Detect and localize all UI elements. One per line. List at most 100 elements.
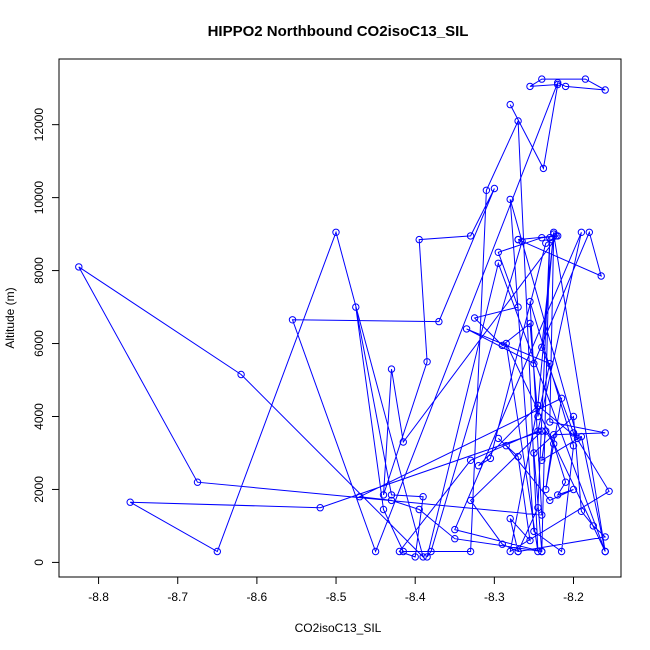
data-point <box>601 533 609 541</box>
data-point <box>552 232 560 240</box>
data-point <box>415 235 423 244</box>
data-point <box>534 547 542 556</box>
data-point <box>419 553 427 561</box>
data-point <box>462 325 471 333</box>
data-point <box>502 442 510 450</box>
data-point <box>451 525 459 534</box>
data-point <box>577 432 586 441</box>
data-point <box>494 248 502 257</box>
data-point <box>506 195 514 204</box>
data-point <box>550 431 558 439</box>
data-point <box>423 553 431 561</box>
data-point <box>316 504 324 512</box>
data-point <box>546 418 554 426</box>
data-point <box>435 317 443 326</box>
data-point <box>213 547 222 556</box>
data-point <box>530 527 538 536</box>
data-point <box>490 184 499 193</box>
data-point <box>514 235 522 244</box>
data-point <box>569 429 578 437</box>
data-point <box>514 452 522 461</box>
data-point <box>585 228 593 237</box>
data-point <box>506 100 514 109</box>
data-point <box>557 394 566 402</box>
data-point <box>569 485 578 494</box>
y-tick-label: 6000 <box>32 330 46 357</box>
data-point <box>486 454 495 463</box>
data-point <box>466 456 475 464</box>
data-point <box>530 449 538 457</box>
series-layer <box>75 75 613 561</box>
data-point <box>561 82 570 91</box>
data-point <box>546 496 554 505</box>
data-point <box>542 485 550 494</box>
x-tick-label: -8.3 <box>484 590 505 604</box>
data-point <box>554 491 562 499</box>
data-point <box>498 540 506 548</box>
data-point <box>569 442 578 450</box>
data-point <box>482 186 491 195</box>
data-point <box>589 522 597 530</box>
data-point <box>427 547 435 556</box>
data-point <box>561 478 570 486</box>
data-point <box>451 535 459 543</box>
y-tick-label: 4000 <box>32 403 46 430</box>
data-point <box>356 493 364 501</box>
data-point <box>601 547 609 556</box>
data-point <box>550 440 558 448</box>
data-point <box>470 314 479 322</box>
data-point <box>126 498 134 506</box>
x-tick-label: -8.4 <box>405 590 426 604</box>
data-point <box>332 228 340 237</box>
y-axis-label: Altitude (m) <box>3 287 17 348</box>
data-point <box>581 75 590 83</box>
data-point <box>237 370 245 379</box>
data-point <box>597 272 605 280</box>
data-point <box>466 547 475 556</box>
data-point <box>538 547 546 556</box>
x-tick-label: -8.7 <box>167 590 188 604</box>
data-point <box>75 263 83 271</box>
x-axis-label: CO2isoC13_SIL <box>295 621 382 635</box>
data-point <box>498 341 506 350</box>
data-point <box>573 434 582 443</box>
data-point <box>538 75 546 83</box>
data-point <box>605 487 613 495</box>
data-point <box>514 117 522 125</box>
x-tick-label: -8.2 <box>563 590 584 604</box>
x-axis: -8.8 -8.7 -8.6 -8.5 -8.4 -8.3 -8.2 <box>88 577 584 604</box>
data-point <box>193 478 202 486</box>
data-point <box>538 427 546 435</box>
data-point <box>411 553 419 561</box>
data-point <box>466 232 475 240</box>
data-point <box>601 86 609 94</box>
data-point <box>399 438 407 446</box>
x-tick-label: -8.5 <box>326 590 347 604</box>
data-point <box>494 259 502 267</box>
data-point <box>539 164 548 173</box>
data-point <box>557 547 566 556</box>
data-point <box>387 496 396 505</box>
data-point <box>387 365 396 373</box>
data-point <box>577 507 586 515</box>
data-point <box>352 303 360 311</box>
data-point <box>534 504 542 512</box>
data-point <box>569 412 578 421</box>
data-point <box>526 536 534 545</box>
data-point <box>547 235 555 244</box>
data-point <box>415 505 423 514</box>
y-tick-label: 2000 <box>32 476 46 503</box>
data-point <box>526 82 534 91</box>
data-point <box>399 547 407 556</box>
data-point <box>526 319 534 328</box>
data-point <box>577 228 586 237</box>
data-point <box>494 434 502 443</box>
data-point <box>542 239 550 247</box>
data-point <box>419 493 427 501</box>
data-point <box>530 359 538 368</box>
y-tick-label: 12000 <box>32 108 46 142</box>
data-point <box>423 358 431 366</box>
data-point <box>542 427 550 435</box>
x-tick-label: -8.8 <box>88 590 109 604</box>
